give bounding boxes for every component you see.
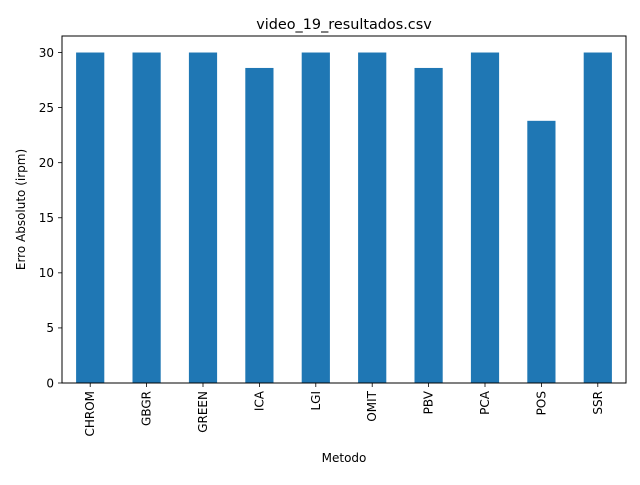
x-tick-label: PCA bbox=[478, 390, 492, 415]
x-tick-label: GBGR bbox=[140, 391, 154, 426]
y-axis: 0 5 10 15 20 25 30 bbox=[39, 46, 62, 390]
bar-chrom bbox=[76, 52, 105, 384]
x-tick-label: LGI bbox=[309, 391, 323, 411]
bar-omit bbox=[358, 52, 387, 384]
y-tick-label: 5 bbox=[46, 321, 54, 335]
bar-ssr bbox=[583, 52, 612, 384]
y-tick-label: 10 bbox=[39, 266, 54, 280]
bar-gbgr bbox=[132, 52, 161, 384]
chart-title: video_19_resultados.csv bbox=[256, 17, 432, 33]
bar-lgi bbox=[301, 52, 330, 384]
x-tick-label: CHROM bbox=[83, 391, 97, 437]
bar-pbv bbox=[414, 67, 443, 383]
plot-frame bbox=[61, 35, 627, 384]
y-tick-label: 0 bbox=[46, 376, 54, 390]
x-axis-label: Metodo bbox=[322, 451, 367, 465]
x-tick-label: PBV bbox=[422, 390, 436, 414]
y-axis-label: Erro Absoluto (irpm) bbox=[14, 149, 28, 270]
y-tick-label: 15 bbox=[39, 211, 54, 225]
bar-pos bbox=[527, 120, 556, 383]
x-tick-label: POS bbox=[534, 391, 548, 415]
x-tick-label: OMIT bbox=[365, 390, 379, 421]
y-tick-label: 30 bbox=[39, 46, 54, 60]
y-tick-label: 20 bbox=[39, 156, 54, 170]
bar-ica bbox=[245, 67, 274, 383]
x-tick-label: SSR bbox=[591, 391, 605, 415]
bars-group bbox=[76, 52, 612, 384]
y-tick-label: 25 bbox=[39, 101, 54, 115]
x-axis: CHROM GBGR GREEN ICA LGI OMIT PBV PCA POS SSR bbox=[83, 383, 605, 437]
x-tick-label: ICA bbox=[252, 390, 266, 411]
bar-pca bbox=[470, 52, 500, 384]
x-tick-label: GREEN bbox=[196, 391, 210, 433]
bar-green bbox=[188, 52, 218, 384]
